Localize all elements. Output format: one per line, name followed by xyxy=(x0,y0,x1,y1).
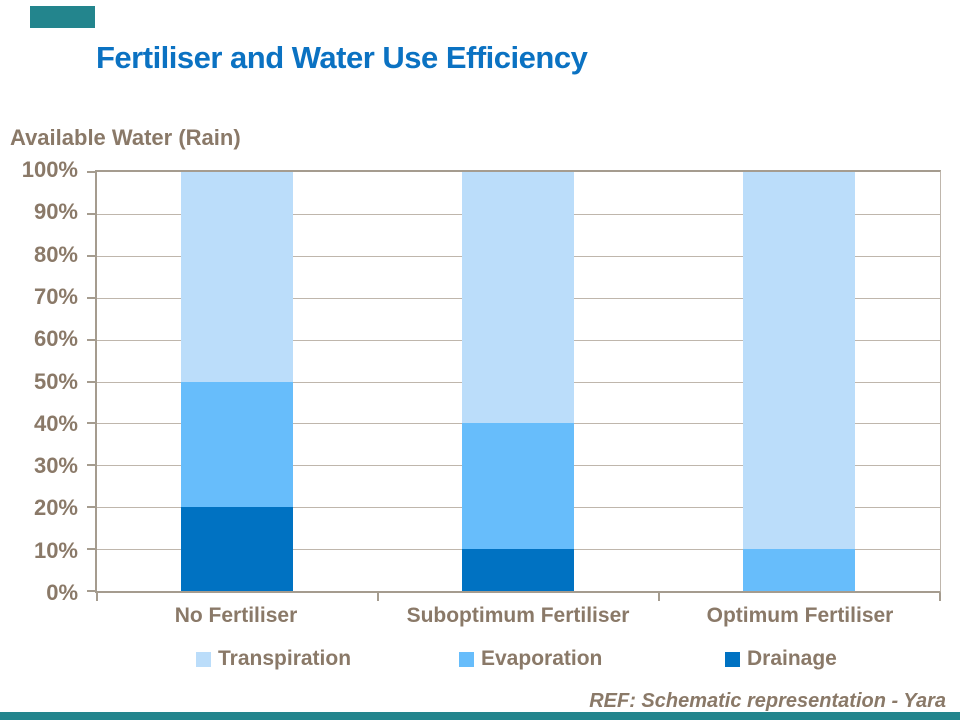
y-axis-tick xyxy=(87,422,95,425)
y-axis-tick xyxy=(87,506,95,509)
legend-label: Drainage xyxy=(747,647,837,670)
y-axis-tick-label: 20% xyxy=(33,495,78,521)
y-axis-tick xyxy=(87,254,95,257)
legend-swatch-transpiration xyxy=(196,651,211,667)
y-axis-tick-label: 60% xyxy=(33,326,78,352)
legend-item: Transpiration xyxy=(196,647,351,671)
bar-slot xyxy=(97,172,378,591)
x-axis-category-label: No Fertiliser xyxy=(174,604,298,627)
bar-segment-drainage xyxy=(181,507,294,591)
stacked-bar xyxy=(181,172,294,591)
y-axis-tick-label: 40% xyxy=(33,410,78,436)
y-axis-tick-label: 10% xyxy=(33,537,78,563)
y-axis-tick-label: 100% xyxy=(21,157,78,182)
legend-swatch-drainage xyxy=(725,651,740,667)
bar-segment-transpiration xyxy=(181,172,294,382)
bar-segment-transpiration xyxy=(743,172,856,550)
y-axis-tick-label: 80% xyxy=(33,241,78,267)
legend-swatch-evaporation xyxy=(459,651,474,667)
stacked-bar xyxy=(743,172,856,591)
y-axis-tick xyxy=(87,338,95,341)
legend: Transpiration Evaporation Drainage xyxy=(0,647,960,673)
legend-item: Drainage xyxy=(725,647,837,671)
x-axis-tick xyxy=(939,593,941,601)
y-axis-tick-label: 0% xyxy=(46,580,78,605)
x-axis-tick xyxy=(376,593,379,601)
bar-slot xyxy=(378,172,659,591)
teal-accent-top xyxy=(30,6,95,28)
y-axis-title: Available Water (Rain) xyxy=(10,125,241,150)
y-axis-tick xyxy=(87,464,95,467)
stacked-bar xyxy=(462,172,575,591)
y-axis-tick-label: 70% xyxy=(33,283,78,309)
bar-segment-evaporation xyxy=(462,423,575,550)
y-axis-tick-label: 30% xyxy=(33,453,78,479)
slide-title: Fertiliser and Water Use Efficiency xyxy=(96,40,588,75)
teal-accent-bottom xyxy=(0,712,960,720)
bar-segment-drainage xyxy=(462,549,575,591)
bar-segment-transpiration xyxy=(462,172,575,424)
x-axis-category-label: Optimum Fertiliser xyxy=(706,604,894,627)
plot-area xyxy=(87,170,941,601)
y-axis-tick xyxy=(87,590,95,592)
bar-segment-evaporation xyxy=(743,549,856,591)
x-axis-tick xyxy=(96,593,98,601)
y-axis-tick xyxy=(87,380,95,383)
y-axis-tick xyxy=(87,548,95,551)
bar-slot xyxy=(659,172,940,591)
y-axis-tick xyxy=(87,296,95,299)
y-axis-tick xyxy=(87,212,95,215)
reference-note: REF: Schematic representation - Yara xyxy=(589,690,946,712)
legend-label: Evaporation xyxy=(481,647,603,670)
x-axis-category-label: Suboptimum Fertiliser xyxy=(406,604,630,627)
x-axis-tick xyxy=(657,593,660,601)
y-axis-labels: 100% 90% 80% 70% 60% 50% 40% 30% 20% 10% 0% xyxy=(0,159,78,604)
y-axis-tick-label: 90% xyxy=(33,199,78,225)
bar-segment-evaporation xyxy=(181,381,294,508)
legend-item: Evaporation xyxy=(459,647,602,671)
x-axis-labels: No Fertiliser Suboptimum Fertiliser Optimu… xyxy=(95,604,941,628)
y-axis-tick xyxy=(87,171,95,173)
y-axis-tick-label: 50% xyxy=(33,368,78,394)
legend-label: Transpiration xyxy=(218,647,352,670)
